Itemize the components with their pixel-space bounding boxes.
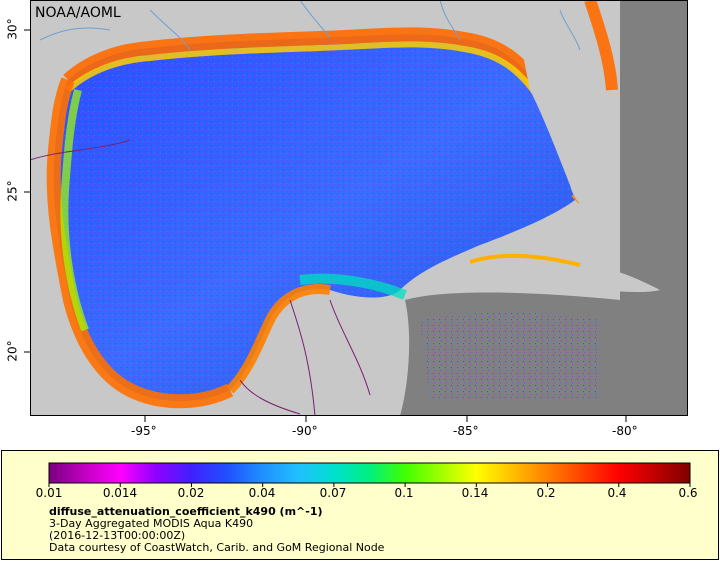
legend-panel: 0.01 0.014 0.02 0.04 0.07 0.1 0.14 0.2 0…	[1, 450, 719, 560]
map-frame	[30, 0, 688, 416]
yucatan-shelf	[299, 273, 407, 300]
nodata-region	[620, 0, 688, 416]
dataset-time: (2016-12-13T00:00:00Z)	[49, 529, 186, 542]
campeche-band	[226, 284, 331, 394]
variable-name: diffuse_attenuation_coefficient_k490 (m^…	[49, 505, 323, 518]
colorbar-label: 0.2	[536, 486, 556, 500]
yucatan-land	[286, 297, 406, 414]
colorbar-ticks	[48, 483, 691, 487]
map-area: NOAA/AOML -95° -90° -85° -80° 30° 25° 20…	[5, 0, 688, 438]
dataset-description: 3-Day Aggregated MODIS Aqua K490	[49, 517, 254, 530]
west-coast-green	[60, 88, 89, 332]
north-coast-band-inner	[65, 41, 543, 102]
x-tick-label: -85°	[453, 424, 479, 438]
rivers	[39, 0, 581, 51]
credit-label: NOAA/AOML	[35, 5, 121, 21]
colorbar-label: 0.014	[102, 486, 138, 500]
x-tick-label: -95°	[131, 424, 157, 438]
colorbar-label: 0.02	[177, 486, 205, 500]
x-tick-label: -90°	[292, 424, 318, 438]
data-courtesy: Data courtesy of CoastWatch, Carib. and …	[49, 541, 385, 554]
x-tick-label: -80°	[612, 424, 638, 438]
y-tick-label: 30°	[5, 18, 20, 40]
map-canvas	[24, 0, 688, 422]
y-tick-label: 20°	[5, 340, 20, 362]
colorbar-label: 0.14	[461, 486, 489, 500]
north-coast-band	[63, 27, 546, 94]
atlantic-coast-band	[584, 0, 618, 91]
colorbar-label: 0.04	[248, 486, 276, 500]
colorbar	[48, 462, 691, 487]
cuba-coast-band	[469, 253, 581, 267]
gulf-texture	[53, 34, 583, 402]
florida-land	[520, 40, 610, 208]
y-tick-label: 25°	[5, 180, 20, 202]
colorbar-rect	[48, 462, 691, 484]
west-coast-band	[46, 77, 234, 409]
colorbar-label: 0.1	[394, 486, 414, 500]
colorbar-label: 0.4	[607, 486, 627, 500]
tick-marks	[24, 29, 627, 422]
caribbean-sparse	[420, 312, 600, 400]
colorbar-label: 0.6	[678, 486, 698, 500]
colorbar-label: 0.01	[35, 486, 63, 500]
political-borders	[29, 139, 371, 417]
cuba-land	[440, 255, 660, 293]
colorbar-label: 0.07	[319, 486, 347, 500]
